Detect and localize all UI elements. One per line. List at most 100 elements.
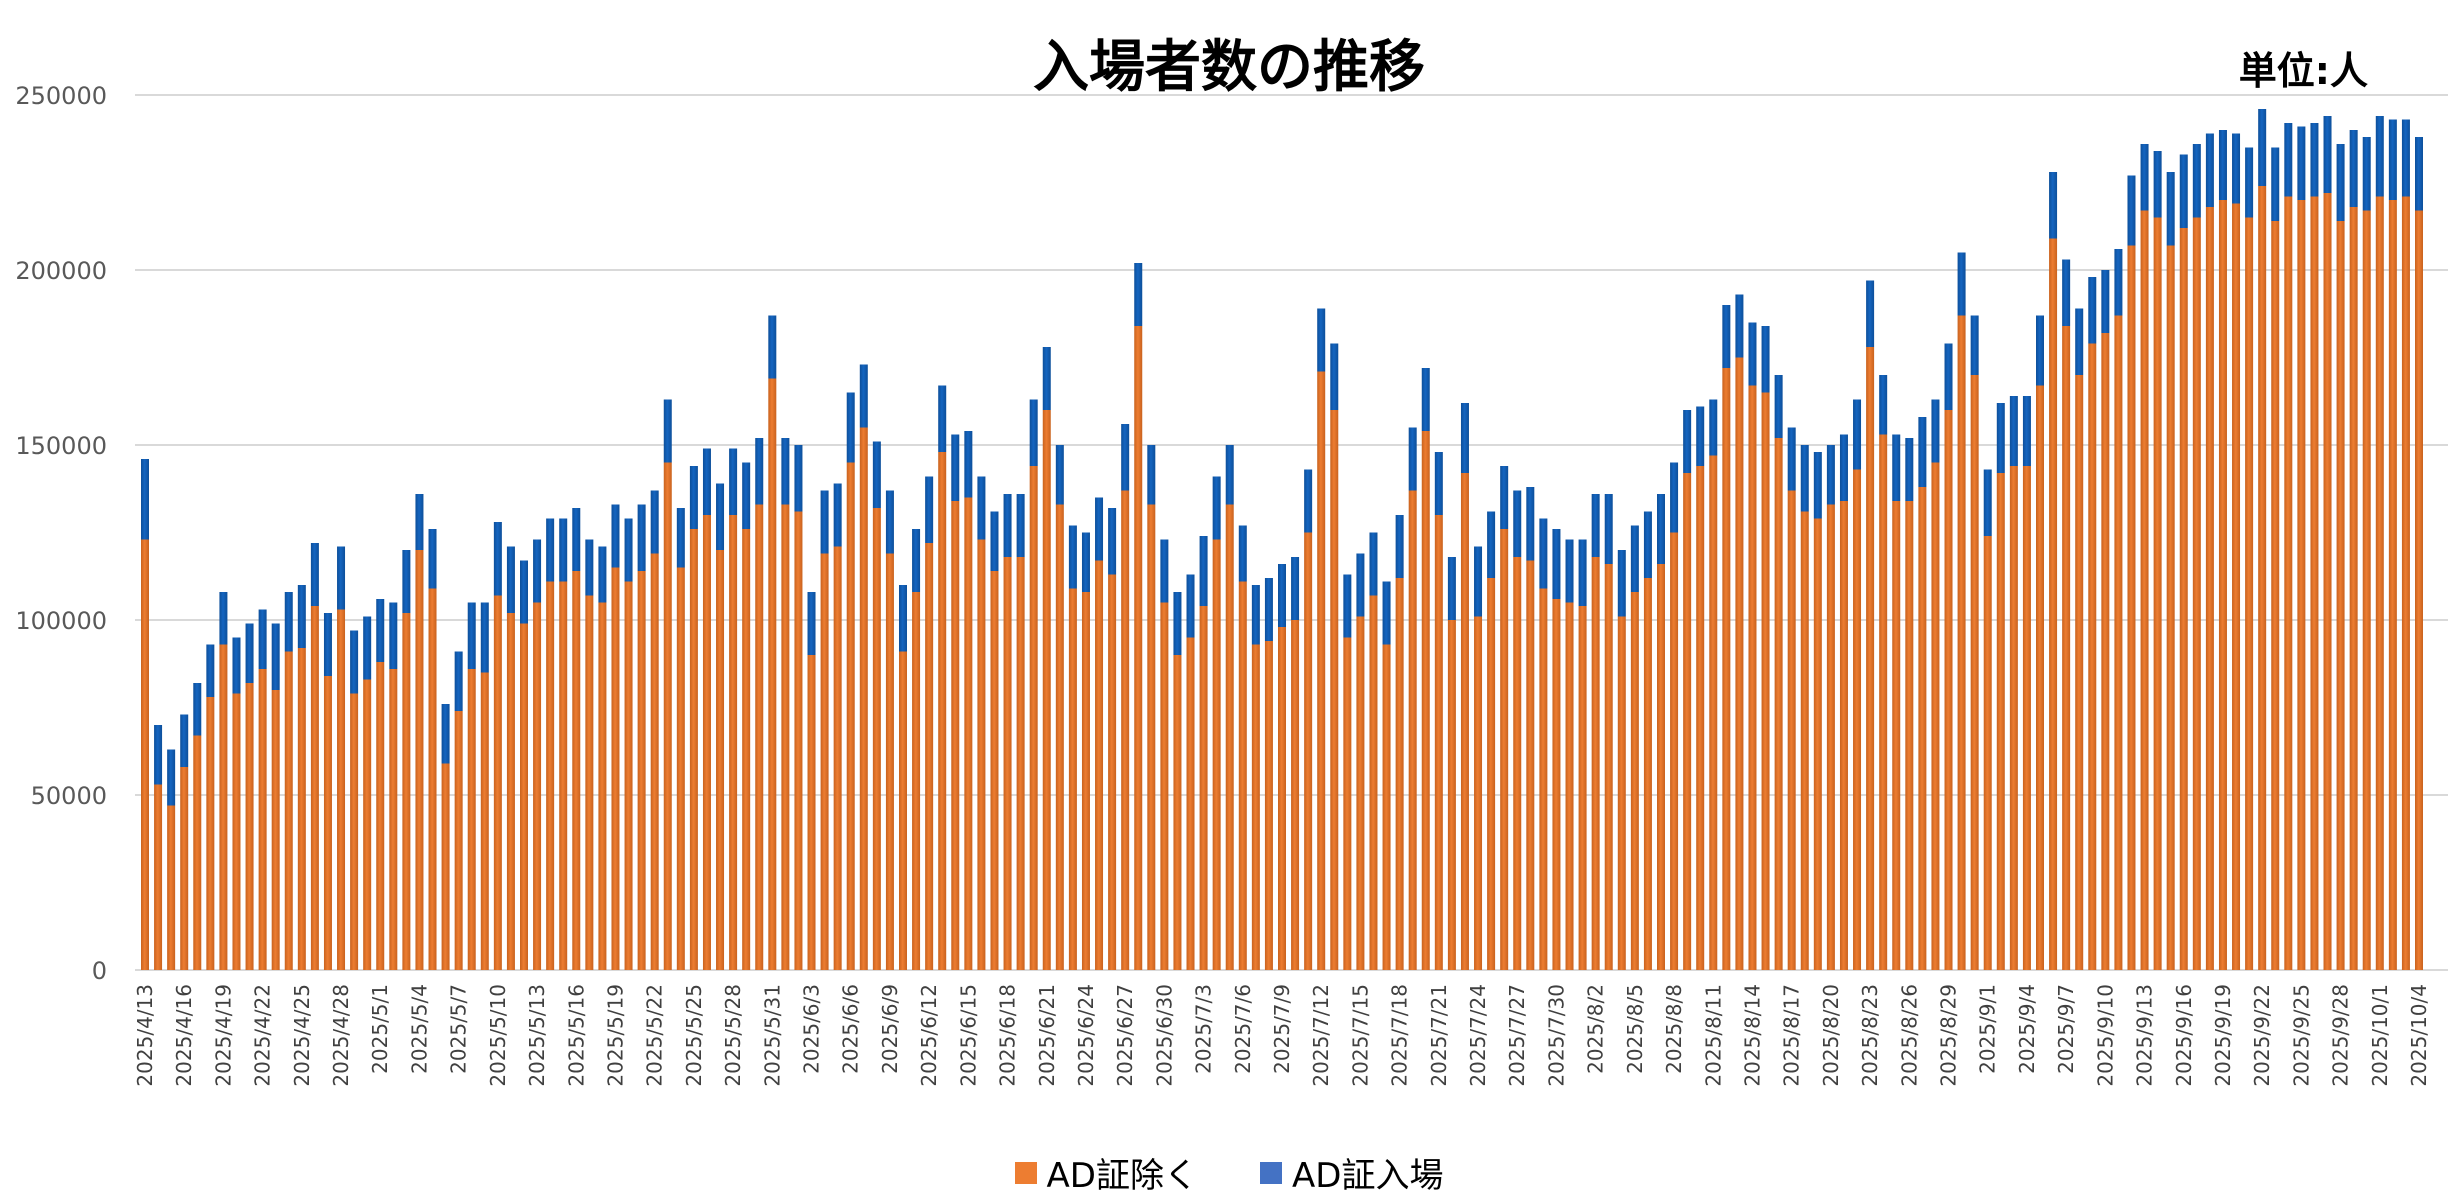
bar-ad-entry bbox=[2049, 172, 2058, 239]
legend-item-ad-entry: AD証入場 bbox=[1260, 1148, 1443, 1197]
bar-ad-excluded bbox=[1108, 574, 1117, 970]
bar-ad-entry bbox=[1944, 343, 1953, 410]
bar-ad-entry bbox=[689, 466, 698, 529]
bar-ad-excluded bbox=[1434, 515, 1443, 970]
bar-ad-excluded bbox=[1160, 602, 1169, 970]
bar-ad-entry bbox=[2114, 249, 2123, 316]
bar-ad-entry bbox=[1578, 539, 1587, 606]
bar-ad-excluded bbox=[1957, 315, 1966, 970]
bar-ad-entry bbox=[1160, 539, 1169, 603]
bar-ad-excluded bbox=[2310, 196, 2319, 970]
x-tick-label: 2025/5/19 bbox=[603, 984, 627, 1087]
bar-ad-excluded bbox=[2232, 203, 2241, 970]
bar-ad-entry bbox=[1591, 494, 1600, 557]
bar-ad-entry bbox=[729, 448, 738, 515]
bar-ad-excluded bbox=[637, 571, 646, 970]
y-tick-label: 250000 bbox=[15, 82, 107, 110]
x-tick-label: 2025/5/25 bbox=[682, 984, 706, 1087]
bar-ad-entry bbox=[781, 438, 790, 505]
bar-ad-excluded bbox=[467, 669, 476, 970]
bar-ad-entry bbox=[1866, 280, 1875, 347]
bar-ad-entry bbox=[1983, 469, 1992, 536]
bar-ad-entry bbox=[1343, 574, 1352, 638]
bar-ad-entry bbox=[1460, 403, 1469, 473]
x-tick-label: 2025/4/28 bbox=[329, 984, 353, 1087]
bar-ad-excluded bbox=[1578, 606, 1587, 970]
x-tick-label: 2025/4/19 bbox=[211, 984, 235, 1087]
bar-ad-entry bbox=[1134, 263, 1143, 326]
bar-ad-excluded bbox=[755, 504, 764, 970]
bar-ad-excluded bbox=[1774, 438, 1783, 970]
legend-label: AD証入場 bbox=[1292, 1156, 1444, 1196]
bar-ad-excluded bbox=[1343, 637, 1352, 970]
bar-ad-excluded bbox=[1526, 560, 1535, 970]
bar-ad-entry bbox=[833, 483, 842, 547]
bar-ad-entry bbox=[1395, 515, 1404, 578]
bar-ad-excluded bbox=[1055, 504, 1064, 970]
bar-ad-excluded bbox=[977, 539, 986, 970]
bar-ad-excluded bbox=[2101, 333, 2110, 970]
bar-ad-excluded bbox=[1382, 644, 1391, 970]
x-tick-label: 2025/5/28 bbox=[721, 984, 745, 1087]
bar-ad-entry bbox=[1748, 322, 1757, 386]
bar-ad-excluded bbox=[232, 693, 241, 970]
bar-ad-excluded bbox=[2022, 466, 2031, 970]
x-tick-label: 2025/9/22 bbox=[2250, 984, 2274, 1087]
bar-ad-entry bbox=[2349, 130, 2358, 207]
bar-ad-excluded bbox=[1565, 602, 1574, 970]
bar-ad-entry bbox=[1604, 494, 1613, 564]
bar-ad-excluded bbox=[1970, 375, 1979, 970]
bar-ad-entry bbox=[376, 599, 385, 662]
bar-ad-excluded bbox=[1278, 627, 1286, 970]
x-tick-label: 2025/4/25 bbox=[290, 984, 314, 1087]
bar-ad-excluded bbox=[1487, 578, 1496, 970]
bar-ad-entry bbox=[951, 434, 960, 501]
bar-ad-entry bbox=[2205, 133, 2214, 207]
bar-ad-entry bbox=[1317, 308, 1326, 372]
bar-ad-excluded bbox=[1147, 504, 1156, 970]
bar-ad-excluded bbox=[1722, 368, 1731, 970]
bar-ad-excluded bbox=[1408, 490, 1417, 970]
y-tick-label: 0 bbox=[92, 957, 107, 985]
bar-ad-excluded bbox=[506, 613, 515, 970]
bar-ad-excluded bbox=[219, 644, 228, 970]
bar-ad-entry bbox=[572, 508, 581, 571]
bar-ad-excluded bbox=[1474, 616, 1483, 970]
bar-ad-excluded bbox=[1918, 487, 1927, 970]
bar-ad-entry bbox=[167, 749, 176, 806]
bar-ad-excluded bbox=[2284, 196, 2293, 970]
bar-ad-excluded bbox=[611, 567, 620, 970]
x-tick-label: 2025/7/24 bbox=[1466, 984, 1490, 1087]
bar-ad-entry bbox=[232, 637, 241, 694]
bar-ad-entry bbox=[1382, 581, 1391, 645]
bar-ad-entry bbox=[1813, 452, 1822, 519]
x-tick-label: 2025/7/3 bbox=[1192, 984, 1216, 1074]
bar-ad-entry bbox=[271, 623, 280, 690]
bar-ad-excluded bbox=[1905, 501, 1914, 970]
bar-ad-excluded bbox=[180, 767, 189, 970]
bar-ad-excluded bbox=[925, 543, 934, 970]
bar-ad-excluded bbox=[1291, 620, 1300, 970]
bar-ad-entry bbox=[598, 546, 607, 603]
x-tick-label: 2025/5/31 bbox=[760, 984, 784, 1087]
bar-ad-entry bbox=[807, 592, 816, 655]
bar-ad-excluded bbox=[2258, 186, 2267, 970]
x-tick-label: 2025/6/21 bbox=[1035, 984, 1059, 1087]
x-tick-label: 2025/4/22 bbox=[251, 984, 275, 1087]
bar-ad-entry bbox=[2153, 151, 2162, 218]
bar-ad-entry bbox=[1957, 252, 1966, 316]
bar-ad-entry bbox=[206, 644, 215, 697]
bar-ad-entry bbox=[1016, 494, 1025, 557]
bar-ad-entry bbox=[2271, 147, 2280, 221]
bar-ad-excluded bbox=[363, 679, 372, 970]
bar-ad-entry bbox=[337, 546, 346, 610]
bar-ad-entry bbox=[154, 725, 163, 785]
bar-ad-excluded bbox=[1853, 469, 1862, 970]
bar-ad-excluded bbox=[415, 550, 424, 970]
bar-ad-entry bbox=[1095, 497, 1104, 561]
bar-ad-entry bbox=[415, 494, 424, 550]
bar-ad-excluded bbox=[480, 672, 489, 970]
bar-ad-excluded bbox=[598, 602, 607, 970]
bar-ad-entry bbox=[1264, 578, 1273, 641]
x-tick-label: 2025/6/9 bbox=[878, 984, 902, 1074]
